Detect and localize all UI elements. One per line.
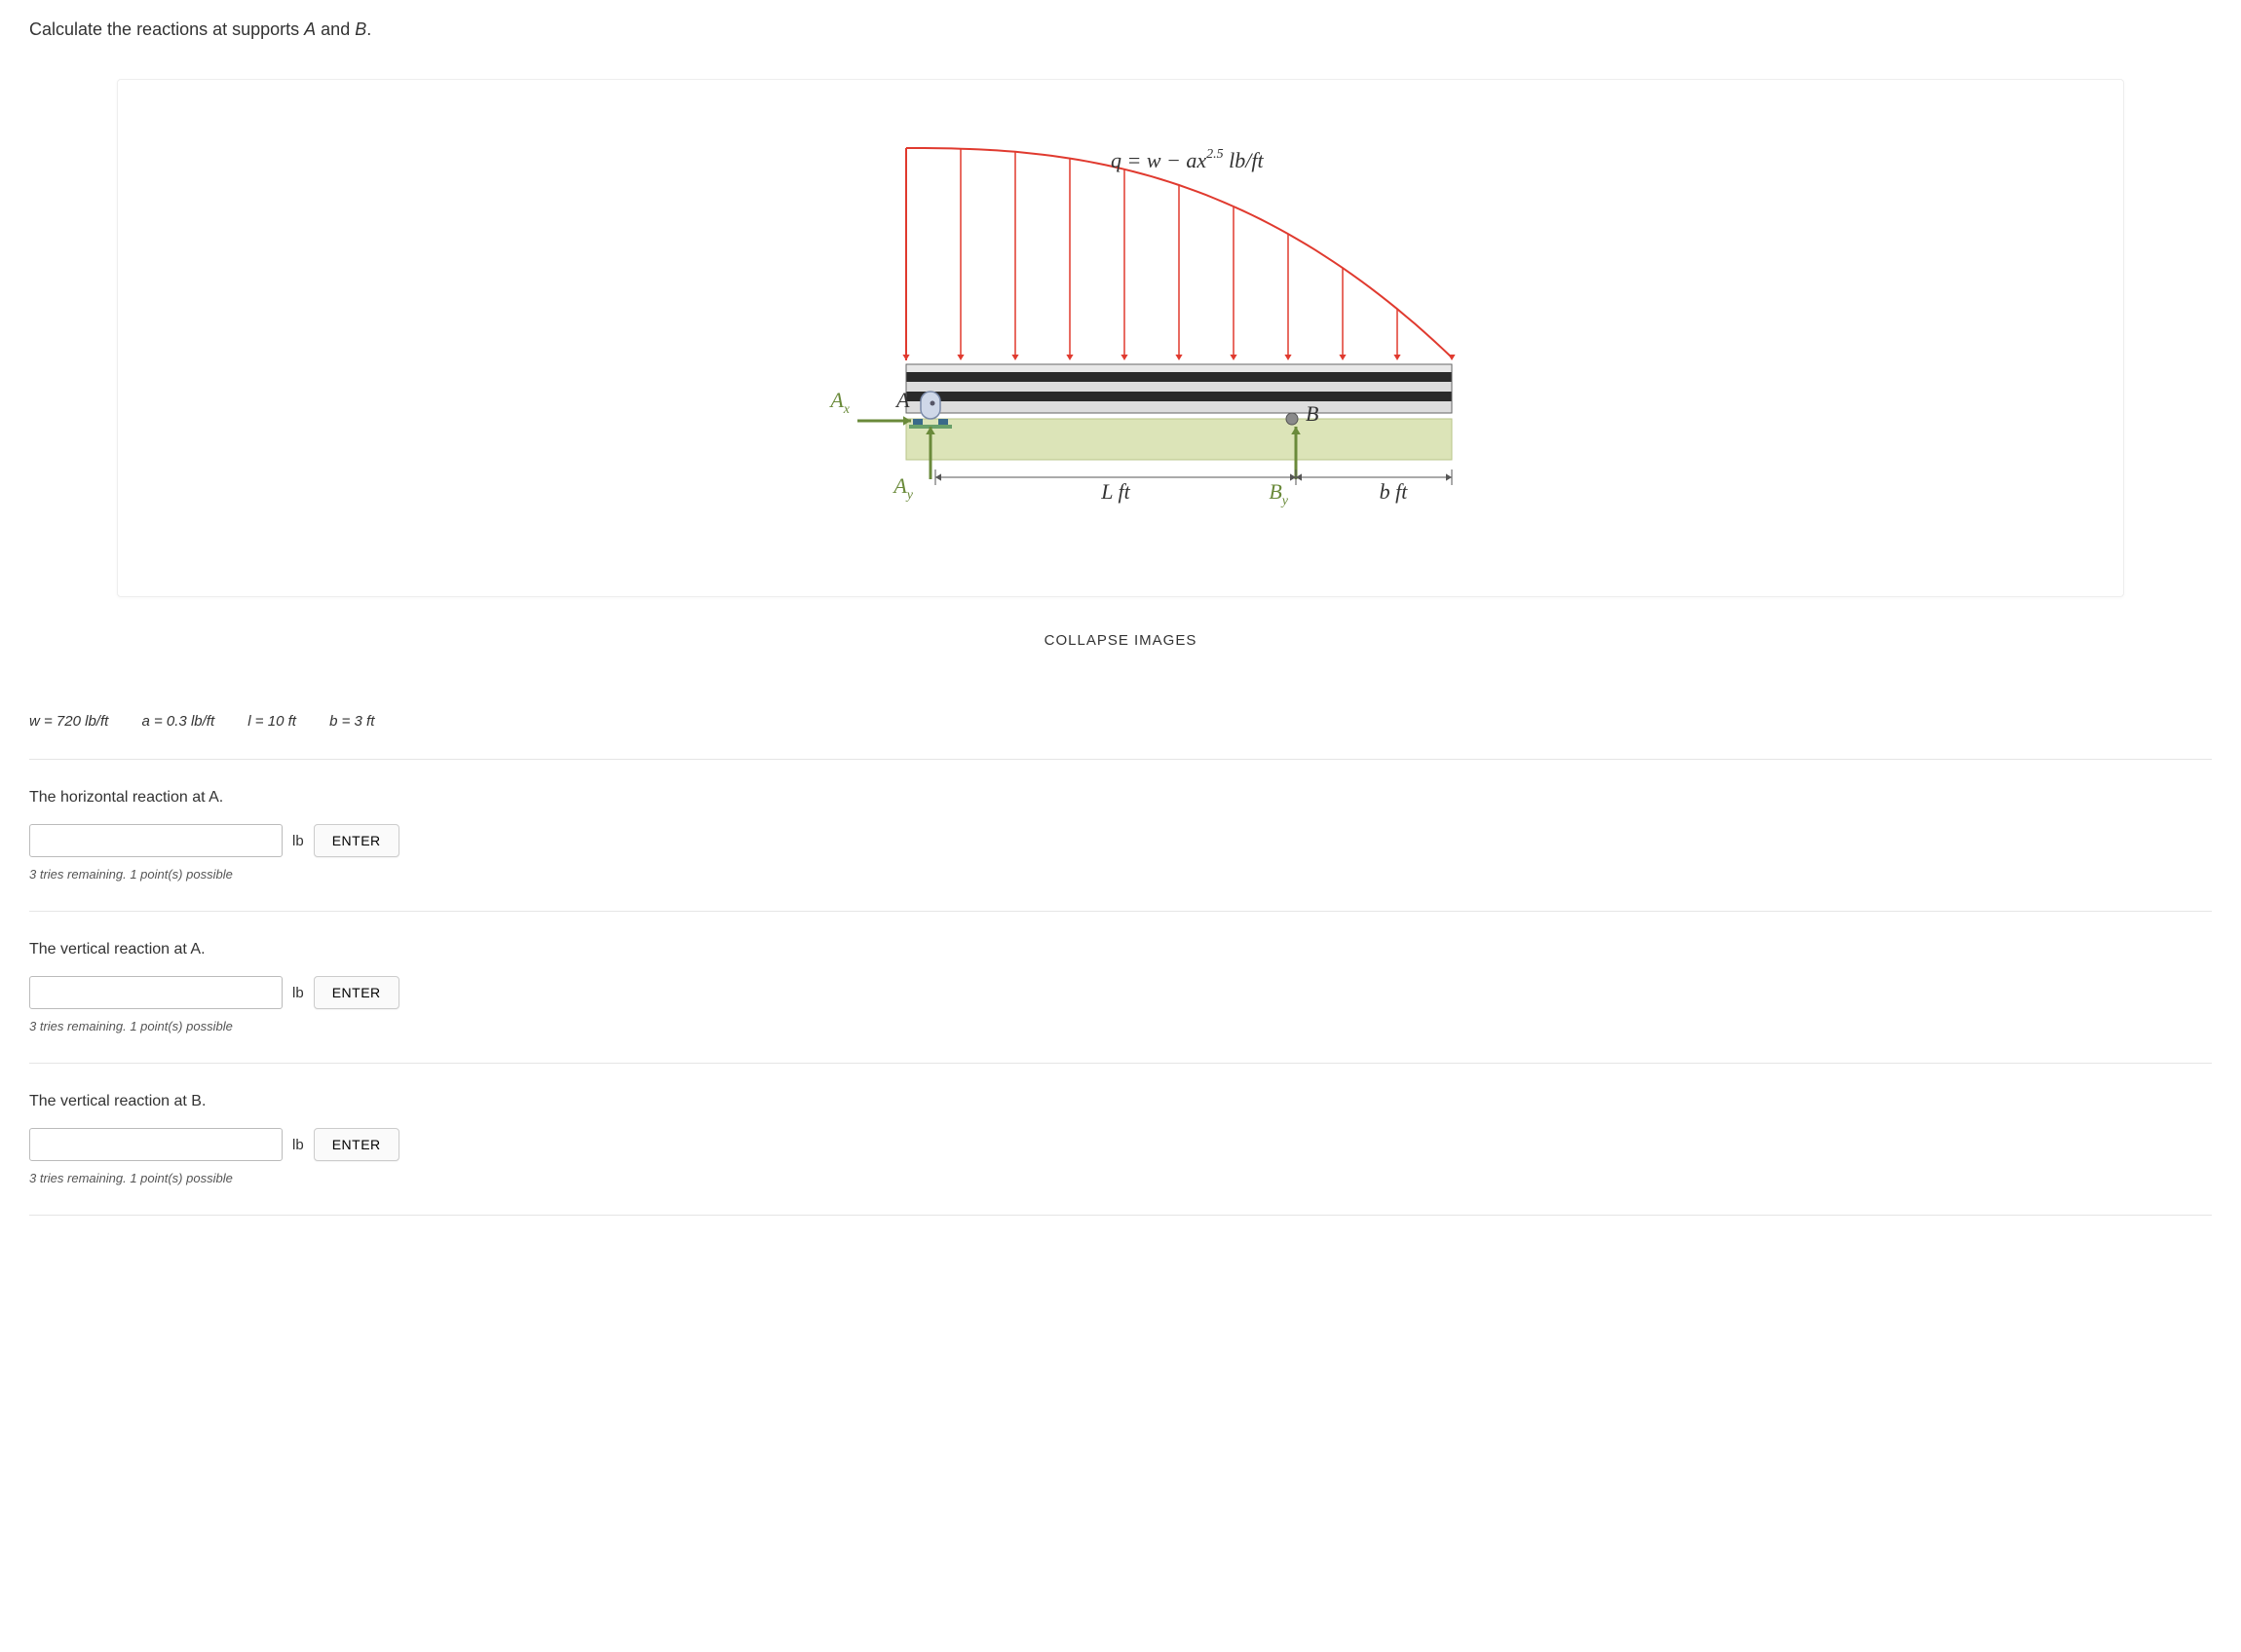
param-b: b = 3 ft (329, 713, 374, 730)
question-ay: The vertical reaction at A. lb ENTER 3 t… (29, 941, 2212, 1033)
beam-diagram: q = w − ax2.5 lb/ft A B Ax Ay By L ft b ft (750, 109, 1491, 577)
svg-text:By: By (1269, 479, 1288, 508)
svg-text:Ay: Ay (892, 473, 913, 503)
answer-ay-unit: lb (292, 985, 304, 1001)
param-l: l = 10 ft (247, 713, 296, 730)
answer-ax-enter-button[interactable]: ENTER (314, 824, 399, 857)
divider (29, 1063, 2212, 1064)
question-by-label: The vertical reaction at B. (29, 1093, 2212, 1110)
prompt-post: . (366, 19, 371, 39)
svg-text:b ft: b ft (1380, 479, 1409, 504)
question-ax-label: The horizontal reaction at A. (29, 789, 2212, 807)
svg-text:Ax: Ax (828, 388, 850, 417)
answer-ax-tries: 3 tries remaining. 1 point(s) possible (29, 867, 2212, 882)
answer-ay-enter-button[interactable]: ENTER (314, 976, 399, 1009)
question-ay-label: The vertical reaction at A. (29, 941, 2212, 958)
collapse-images-button[interactable]: COLLAPSE IMAGES (1035, 626, 1207, 655)
given-parameters: w = 720 lb/ft a = 0.3 lb/ft l = 10 ft b … (29, 713, 2212, 730)
answer-by-unit: lb (292, 1137, 304, 1153)
figure-card: q = w − ax2.5 lb/ft A B Ax Ay By L ft b ft (117, 79, 2124, 597)
param-w: w = 720 lb/ft (29, 713, 108, 730)
question-by: The vertical reaction at B. lb ENTER 3 t… (29, 1093, 2212, 1185)
prompt-pre: Calculate the reactions at supports (29, 19, 304, 39)
divider (29, 911, 2212, 912)
answer-ay-tries: 3 tries remaining. 1 point(s) possible (29, 1019, 2212, 1033)
answer-by-tries: 3 tries remaining. 1 point(s) possible (29, 1171, 2212, 1185)
answer-by-enter-button[interactable]: ENTER (314, 1128, 399, 1161)
question-ax: The horizontal reaction at A. lb ENTER 3… (29, 789, 2212, 882)
prompt-var-b: B (355, 19, 366, 39)
answer-ax-unit: lb (292, 833, 304, 849)
prompt-mid: and (316, 19, 355, 39)
answer-ay-input[interactable] (29, 976, 283, 1009)
param-a: a = 0.3 lb/ft (141, 713, 214, 730)
svg-text:L ft: L ft (1100, 479, 1130, 504)
answer-ax-input[interactable] (29, 824, 283, 857)
svg-text:B: B (1306, 401, 1318, 426)
divider (29, 759, 2212, 760)
answer-by-input[interactable] (29, 1128, 283, 1161)
svg-text:A: A (894, 388, 910, 412)
question-prompt: Calculate the reactions at supports A an… (29, 19, 2212, 40)
prompt-var-a: A (304, 19, 316, 39)
divider (29, 1215, 2212, 1216)
svg-text:q = w − ax2.5 lb/ft: q = w − ax2.5 lb/ft (1111, 147, 1264, 172)
